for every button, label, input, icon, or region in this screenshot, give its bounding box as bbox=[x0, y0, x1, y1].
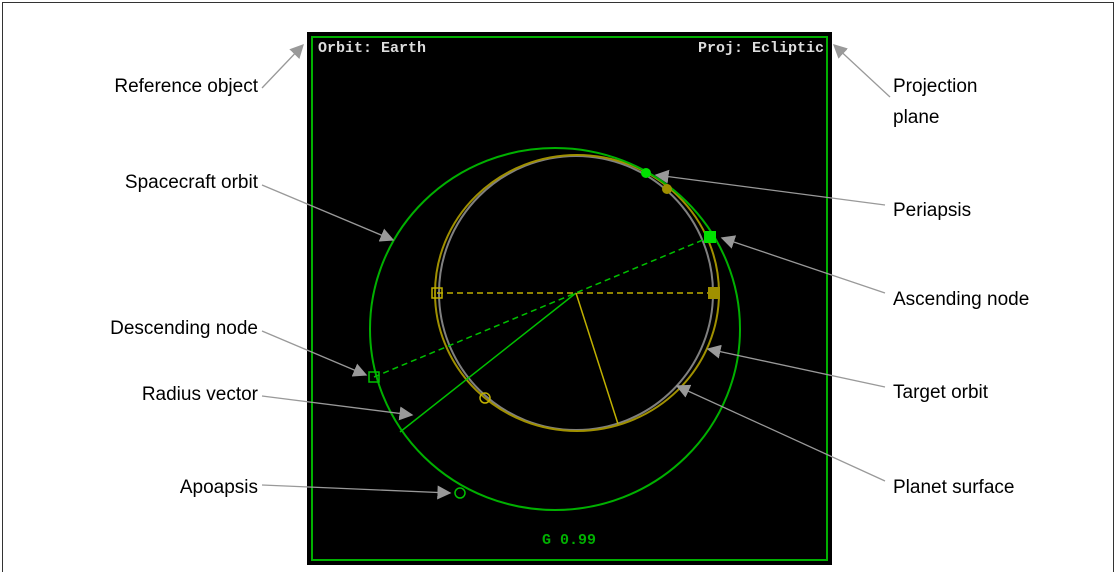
label: Reference object bbox=[114, 76, 258, 97]
arrow bbox=[261, 43, 304, 89]
arrow bbox=[720, 235, 886, 294]
label: Periapsis bbox=[893, 200, 971, 221]
label: plane bbox=[893, 107, 940, 128]
target-ascending-node bbox=[708, 287, 720, 299]
projection-text: Proj: Ecliptic bbox=[698, 40, 824, 57]
status-text: G 0.99 bbox=[542, 532, 596, 549]
apoapsis bbox=[454, 487, 466, 499]
target-apoapsis bbox=[479, 392, 491, 404]
label: Target orbit bbox=[893, 382, 989, 403]
arrow bbox=[261, 184, 395, 242]
arrow bbox=[261, 395, 414, 421]
label: Radius vector bbox=[142, 384, 259, 405]
target-radius bbox=[575, 292, 619, 425]
arrow bbox=[706, 344, 886, 388]
target-descending-node bbox=[431, 287, 443, 299]
label: Ascending node bbox=[893, 289, 1029, 310]
arrow bbox=[261, 484, 452, 500]
panel-border bbox=[311, 36, 828, 561]
periapsis bbox=[641, 168, 651, 178]
label: Spacecraft orbit bbox=[125, 172, 259, 193]
ascending-node bbox=[704, 231, 716, 243]
reference-text: Orbit: Earth bbox=[318, 40, 426, 57]
label: Projection bbox=[893, 76, 978, 97]
label: Descending node bbox=[110, 318, 258, 339]
target-periapsis bbox=[662, 184, 672, 194]
arrow bbox=[832, 44, 891, 98]
node-line bbox=[373, 236, 711, 378]
spacecraft-orbit bbox=[369, 147, 741, 511]
arrow bbox=[261, 330, 368, 377]
radius-vector bbox=[399, 292, 577, 433]
descending-node bbox=[368, 371, 380, 383]
label: Apoapsis bbox=[180, 477, 258, 498]
label: Planet surface bbox=[893, 477, 1014, 498]
arrow bbox=[675, 384, 886, 482]
arrow bbox=[654, 169, 886, 206]
